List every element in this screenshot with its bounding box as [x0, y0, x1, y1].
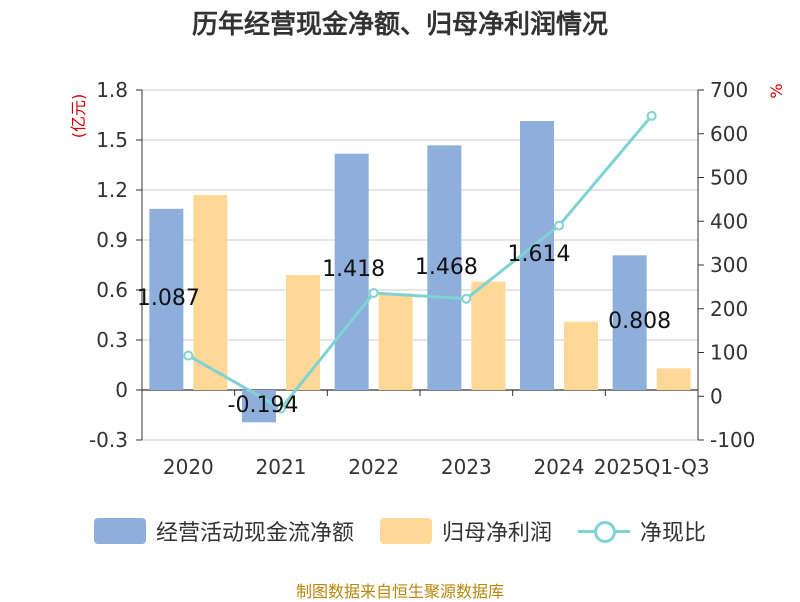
- point-ratio-2022: [368, 288, 379, 298]
- data-source-note: 制图数据来自恒生聚源数据库: [295, 582, 504, 601]
- right-tick-label-0: -100: [710, 428, 755, 452]
- left-tick-label-2: 0.3: [96, 328, 128, 352]
- data-label-cashflow-2022: 1.418: [322, 257, 385, 282]
- legend-swatch-cashflow: [93, 518, 146, 544]
- left-tick-label-7: 1.8: [96, 78, 128, 102]
- bar-profit-2022: [378, 293, 413, 390]
- left-tick-label-1: 0: [115, 378, 128, 402]
- left-tick-label-3: 0.6: [96, 278, 128, 302]
- data-label-cashflow-2023: 1.468: [415, 255, 478, 280]
- bar-profit-2024: [564, 321, 598, 390]
- right-tick-label-8: 700: [710, 78, 748, 102]
- x-tick-label-3: 2023: [441, 455, 492, 479]
- bar-cashflow-2025Q1-Q3: [612, 255, 647, 390]
- line-ratio: [187, 114, 653, 411]
- legend-swatch-profit: [379, 518, 432, 544]
- y-left-unit-label: (亿元): [69, 94, 88, 139]
- y-right-unit-label: %: [767, 83, 786, 98]
- legend-swatch-ratio: [578, 518, 630, 544]
- left-tick-label-5: 1.2: [96, 178, 128, 202]
- bar-cashflow-2022: [334, 153, 369, 390]
- x-tick-label-1: 2021: [256, 455, 307, 479]
- chart-legend: 经营活动现金流净额 归母净利润 净现比: [0, 515, 800, 547]
- legend-item-ratio[interactable]: 净现比: [578, 515, 706, 547]
- point-ratio-2023: [461, 293, 472, 304]
- left-tick-label-6: 1.5: [96, 128, 128, 152]
- point-ratio-2024: [554, 220, 564, 231]
- bar-profit-2025Q1-Q3: [656, 368, 691, 390]
- point-ratio-2020: [183, 350, 194, 361]
- left-tick-label-4: 0.9: [96, 228, 128, 252]
- right-tick-label-2: 100: [710, 341, 748, 365]
- left-tick-label-0: -0.3: [89, 428, 128, 452]
- right-tick-label-1: 0: [710, 384, 723, 408]
- bar-cashflow-2024: [520, 121, 554, 390]
- legend-item-cashflow[interactable]: 经营活动现金流净额: [93, 515, 354, 547]
- right-tick-label-5: 400: [710, 209, 748, 233]
- x-tick-label-5: 2025Q1-Q3: [594, 455, 710, 479]
- right-tick-label-7: 600: [710, 122, 748, 146]
- x-tick-label-2: 2022: [348, 455, 399, 479]
- legend-label-profit: 归母净利润: [441, 521, 552, 546]
- bar-profit-2020: [193, 195, 228, 390]
- legend-item-profit[interactable]: 归母净利润: [379, 515, 552, 547]
- data-label-cashflow-2024: 1.614: [508, 242, 571, 267]
- chart-title: 历年经营现金净额、归母净利润情况: [191, 10, 608, 40]
- data-label-cashflow-2025Q1-Q3: 0.808: [608, 309, 671, 334]
- bar-cashflow-2020: [149, 208, 184, 390]
- point-ratio-2021: [276, 403, 286, 414]
- legend-label-cashflow: 经营活动现金流净额: [155, 521, 354, 546]
- bar-cashflow-2023: [427, 145, 462, 390]
- data-label-cashflow-2020: 1.087: [137, 286, 200, 311]
- right-tick-label-4: 300: [710, 253, 748, 277]
- point-ratio-2025Q1-Q3: [646, 110, 657, 121]
- data-label-cashflow-2021: -0.194: [228, 393, 299, 418]
- right-tick-label-3: 200: [710, 297, 748, 321]
- x-tick-label-4: 2024: [534, 455, 585, 479]
- right-tick-label-6: 500: [710, 166, 748, 190]
- x-tick-label-0: 2020: [163, 455, 214, 479]
- legend-label-ratio: 净现比: [640, 521, 707, 546]
- bar-profit-2021: [286, 275, 320, 390]
- bar-profit-2023: [471, 281, 506, 390]
